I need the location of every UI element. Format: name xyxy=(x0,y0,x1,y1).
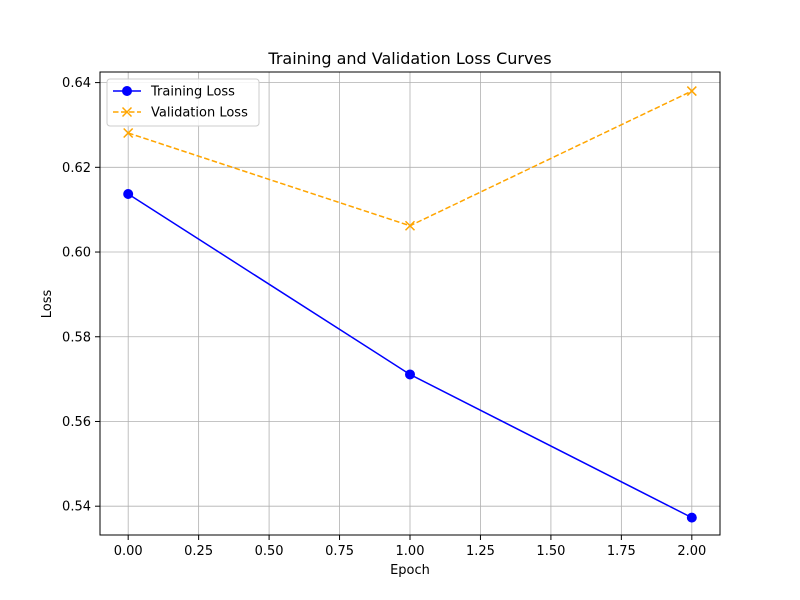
legend: Training Loss Validation Loss xyxy=(106,78,260,127)
x-axis-ticks: 0.00 0.25 0.50 0.75 1.00 1.25 1.50 1.75 2.00 xyxy=(114,535,706,559)
y-tick-label: 0.58 xyxy=(62,330,91,345)
legend-label: Validation Loss xyxy=(151,106,248,121)
y-tick-label: 0.62 xyxy=(62,161,91,176)
chart-title: Training and Validation Loss Curves xyxy=(267,49,551,68)
x-tick-label: 0.50 xyxy=(255,544,284,559)
training-loss-point xyxy=(686,512,697,523)
y-axis-label: Loss xyxy=(40,290,55,319)
legend-item-training-loss: Training Loss xyxy=(113,85,235,100)
validation-loss-point xyxy=(404,220,416,231)
y-tick-label: 0.54 xyxy=(62,500,91,515)
legend-box xyxy=(106,78,260,127)
x-tick-label: 1.75 xyxy=(607,544,636,559)
training-loss-series xyxy=(123,188,697,523)
legend-marker-swatch xyxy=(122,86,132,96)
series-layer xyxy=(123,86,697,523)
y-tick-label: 0.56 xyxy=(62,415,91,430)
x-tick-label: 1.00 xyxy=(396,544,425,559)
y-axis-ticks: 0.54 0.56 0.58 0.60 0.62 0.64 xyxy=(62,76,100,515)
x-tick-label: 1.50 xyxy=(536,544,565,559)
grid xyxy=(100,72,720,535)
training-loss-point xyxy=(123,188,134,199)
validation-loss-point xyxy=(686,86,697,97)
legend-label: Training Loss xyxy=(150,85,235,100)
y-tick-label: 0.60 xyxy=(62,246,91,261)
x-tick-label: 1.25 xyxy=(466,544,495,559)
y-tick-label: 0.64 xyxy=(62,76,91,91)
validation-loss-series xyxy=(123,86,697,231)
validation-loss-point xyxy=(123,127,134,139)
training-loss-point xyxy=(405,369,415,380)
x-tick-label: 2.00 xyxy=(677,544,706,559)
x-axis-label: Epoch xyxy=(390,563,430,578)
legend-marker-swatch xyxy=(121,106,133,118)
x-tick-label: 0.00 xyxy=(114,544,143,559)
x-tick-label: 0.25 xyxy=(184,544,213,559)
x-tick-label: 0.75 xyxy=(325,544,354,559)
legend-item-validation-loss: Validation Loss xyxy=(113,106,248,121)
